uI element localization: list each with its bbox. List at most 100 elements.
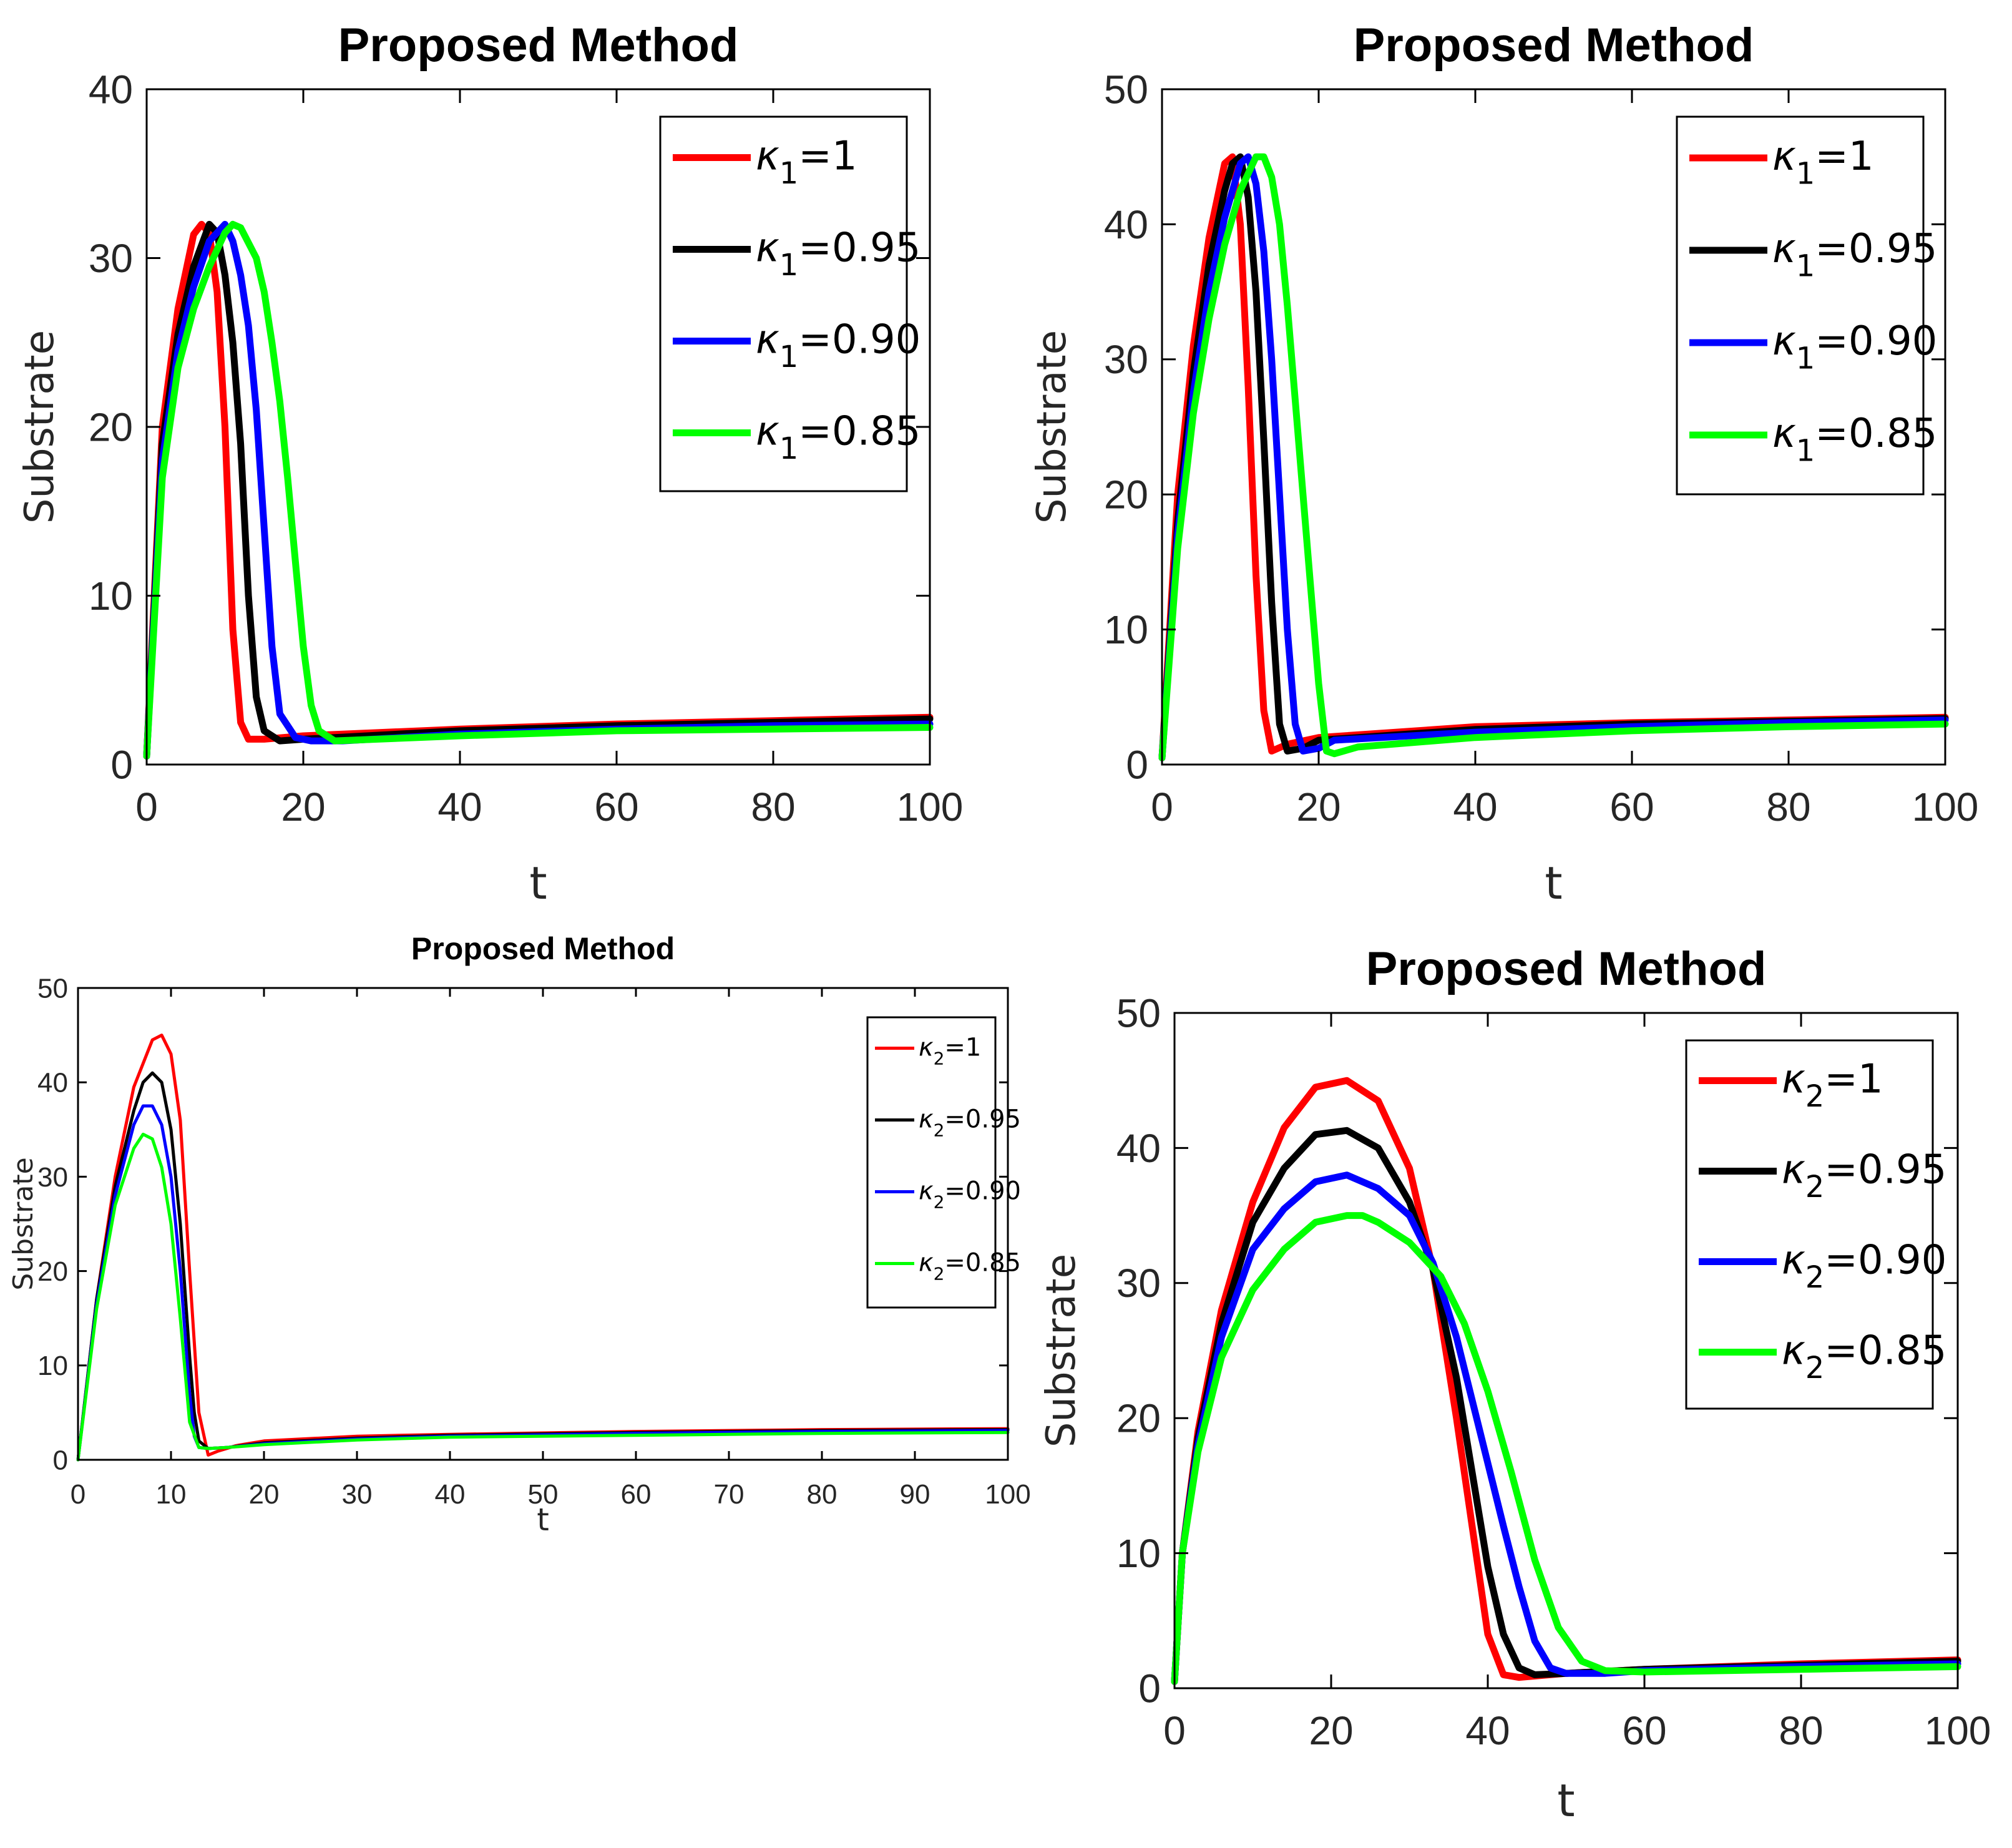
y-tick-label: 20 — [1116, 1396, 1161, 1441]
x-tick-label: 10 — [156, 1479, 187, 1510]
x-tick-label: 90 — [900, 1479, 930, 1510]
y-axis-label: Substrate — [1029, 330, 1075, 524]
legend: κ2=1 κ2=0.95 κ2=0.90 κ2=0.85 — [1685, 1039, 1946, 1410]
plot-frame — [1173, 1012, 1959, 1689]
chart-title: Proposed Method — [411, 931, 675, 966]
legend-entry: κ2=0.95 — [1782, 1147, 1946, 1205]
x-tick-label: 20 — [281, 785, 325, 829]
legend-entry: κ2=1 — [1782, 1057, 1883, 1114]
y-tick-label: 10 — [37, 1351, 68, 1381]
legend-box — [659, 115, 908, 492]
legend-entry: κ2=1 — [919, 1034, 981, 1069]
y-tick-label: 0 — [53, 1445, 68, 1475]
legend-box — [1676, 115, 1925, 496]
x-tick-label: 0 — [135, 785, 158, 829]
legend-entry: κ1=0.90 — [756, 317, 921, 374]
series-line-green — [143, 220, 934, 760]
panel-bottom-right: Proposed Method 0 20 40 60 80 100 0 10 20 30 40 50 t S… — [1038, 942, 1991, 1827]
chart-title: Proposed Method — [1366, 942, 1767, 995]
legend-entry: κ1=0.95 — [1772, 226, 1937, 283]
legend-entry: κ1=1 — [1772, 134, 1874, 191]
y-tick-label: 20 — [1104, 472, 1148, 517]
y-tick-label: 40 — [1116, 1126, 1161, 1171]
y-tick-label: 30 — [37, 1162, 68, 1193]
series-line-blue — [1171, 1171, 1961, 1685]
x-tick-label: 60 — [1622, 1708, 1666, 1753]
x-tick-label: 40 — [1465, 1708, 1510, 1753]
x-tick-label: 20 — [1309, 1708, 1353, 1753]
x-tick-label: 100 — [985, 1479, 1030, 1510]
series-group — [76, 1034, 1010, 1462]
y-tick-label: 20 — [37, 1256, 68, 1287]
y-tick-label: 10 — [89, 574, 133, 618]
legend-entry: κ2=0.90 — [1782, 1238, 1946, 1295]
series-group — [1158, 153, 1949, 761]
y-tick-label: 50 — [1116, 990, 1161, 1035]
legend-box — [866, 1016, 997, 1309]
y-tick-label: 30 — [89, 236, 133, 281]
y-tick-label: 0 — [110, 742, 133, 787]
x-tick-label: 60 — [594, 785, 638, 829]
chart-title: Proposed Method — [1354, 19, 1754, 72]
x-tick-label: 70 — [714, 1479, 745, 1510]
series-group — [143, 220, 934, 760]
legend: κ1=1 κ1=0.95 κ1=0.90 κ1=0.85 — [659, 115, 921, 492]
x-tick-label: 30 — [342, 1479, 373, 1510]
y-tick-label: 0 — [1138, 1666, 1161, 1711]
legend-entry: κ1=0.85 — [756, 409, 921, 466]
series-line-blue — [1158, 153, 1949, 761]
series-line-green — [1158, 153, 1949, 761]
x-tick-label: 0 — [71, 1479, 85, 1510]
y-tick-label: 40 — [89, 67, 133, 112]
legend-entry: κ1=0.95 — [756, 225, 921, 283]
y-tick-label: 30 — [1104, 337, 1148, 382]
panel-top-left: Proposed Method 0 20 40 60 80 100 0 10 20 30 40 t Sub… — [17, 19, 964, 909]
x-tick-label: 40 — [1453, 785, 1497, 829]
x-tick-label: 40 — [435, 1479, 466, 1510]
y-tick-label: 20 — [89, 404, 133, 449]
x-tick-label: 80 — [807, 1479, 838, 1510]
x-tick-label: 20 — [1296, 785, 1341, 829]
legend: κ2=1 κ2=0.95 κ2=0.90 κ2=0.85 — [866, 1016, 1021, 1309]
y-tick-label: 0 — [1126, 742, 1148, 787]
panel-bottom-left: Proposed Method 0 10 20 30 40 50 60 70 80 90 100 0 10… — [7, 931, 1031, 1538]
y-tick-label: 50 — [1104, 67, 1148, 112]
x-tick-label: 80 — [1766, 785, 1810, 829]
y-tick-label: 30 — [1116, 1261, 1161, 1306]
legend-entry: κ2=0.90 — [919, 1177, 1021, 1213]
x-axis-label: t — [1557, 1774, 1575, 1827]
x-tick-label: 80 — [1779, 1708, 1823, 1753]
x-axis-label: t — [1545, 857, 1562, 909]
x-tick-label: 60 — [1609, 785, 1654, 829]
y-tick-label: 40 — [1104, 202, 1148, 247]
series-group — [1171, 1077, 1961, 1685]
legend-entry: κ1=0.85 — [1772, 411, 1937, 468]
x-tick-label: 50 — [528, 1479, 559, 1510]
plot-frame — [1161, 88, 1946, 766]
legend-entry: κ2=0.85 — [919, 1249, 1021, 1284]
x-tick-label: 20 — [249, 1479, 280, 1510]
x-tick-label: 80 — [751, 785, 795, 829]
legend-box — [1685, 1039, 1934, 1410]
x-tick-label: 0 — [1163, 1708, 1186, 1753]
y-tick-label: 10 — [1104, 607, 1148, 652]
x-tick-label: 40 — [437, 785, 482, 829]
y-axis-label: Substrate — [1038, 1254, 1085, 1447]
x-tick-label: 60 — [621, 1479, 652, 1510]
x-tick-label: 0 — [1151, 785, 1173, 829]
x-axis-label: t — [537, 1502, 549, 1538]
chart-title: Proposed Method — [338, 19, 739, 72]
y-tick-label: 50 — [37, 973, 68, 1004]
legend-entry: κ1=1 — [756, 134, 857, 191]
x-tick-label: 100 — [897, 785, 964, 829]
series-line-green — [76, 1132, 1010, 1462]
x-tick-label: 100 — [1925, 1708, 1991, 1753]
y-tick-label: 40 — [37, 1068, 68, 1098]
legend-entry: κ2=0.85 — [1782, 1328, 1946, 1386]
x-tick-label: 100 — [1912, 785, 1979, 829]
legend-entry: κ1=0.90 — [1772, 318, 1937, 376]
legend-entry: κ2=0.95 — [919, 1105, 1021, 1141]
y-axis-label: Substrate — [7, 1157, 39, 1290]
y-tick-label: 10 — [1116, 1531, 1161, 1576]
